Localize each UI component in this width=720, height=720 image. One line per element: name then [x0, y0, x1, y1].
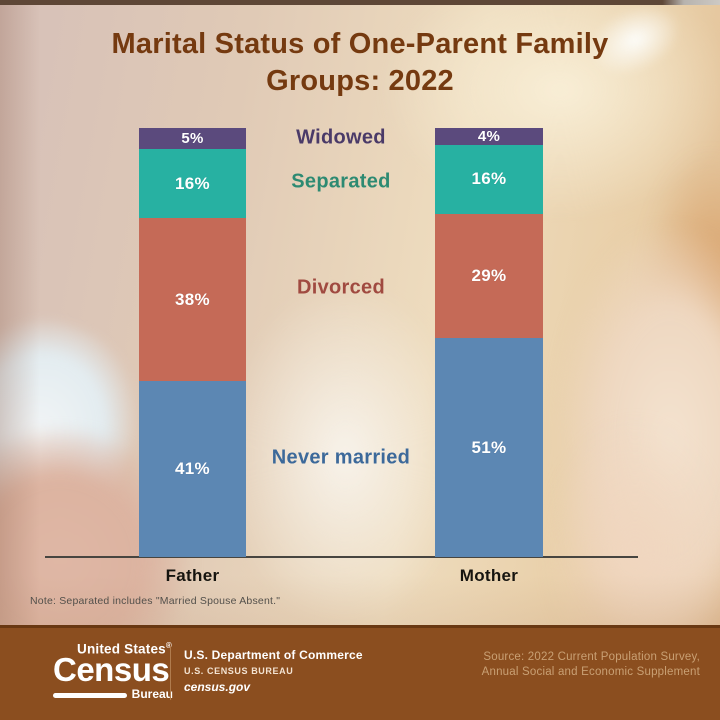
- dept-commerce-label: U.S. Department of Commerce: [184, 648, 363, 662]
- census-bureau-label: U.S. CENSUS BUREAU: [184, 666, 294, 676]
- logo-bureau-row: Bureau: [53, 687, 173, 701]
- series-label-widowed: Widowed: [296, 126, 386, 149]
- segment-divorced-father: 38%: [139, 218, 246, 382]
- department-block: U.S. Department of Commerce U.S. CENSUS …: [184, 648, 363, 694]
- logo-bureau: Bureau: [131, 686, 173, 701]
- series-label-divorced: Divorced: [297, 276, 385, 299]
- page-title-line2: Groups: 2022: [266, 65, 454, 97]
- segment-value-label: 16%: [471, 169, 507, 189]
- segment-value-label: 4%: [477, 128, 501, 146]
- page-title-line1: Marital Status of One-Parent Family: [111, 28, 609, 60]
- stacked-bar-mother: 4% 16% 29% 51%: [435, 128, 543, 557]
- footnote: Note: Separated includes "Married Spouse…: [30, 595, 281, 607]
- page-title: Marital Status of One-Parent Family Grou…: [0, 26, 720, 100]
- category-label-mother: Mother: [459, 566, 519, 585]
- registered-mark: ®: [165, 641, 172, 650]
- segment-never-married-father: 41%: [139, 381, 246, 557]
- census-bureau-logo: United States® Census Bureau: [53, 641, 173, 701]
- stacked-bar-father: 5% 16% 38% 41%: [139, 128, 246, 557]
- segment-value-label: 38%: [175, 289, 210, 309]
- segment-value-label: 41%: [175, 459, 210, 479]
- x-axis-line: [45, 556, 638, 558]
- census-gov-label: census.gov: [184, 680, 251, 694]
- logo-census: Census: [53, 650, 170, 688]
- category-label-father: Father: [165, 566, 220, 585]
- top-border-strip: [0, 0, 720, 5]
- segment-value-label: 51%: [471, 437, 507, 457]
- segment-value-label: 29%: [471, 265, 507, 285]
- series-label-never-married: Never married: [271, 446, 411, 469]
- segment-separated-mother: 16%: [435, 145, 543, 214]
- source-citation: Source: 2022 Current Population Survey, …: [482, 650, 700, 680]
- segment-value-label: 16%: [175, 173, 210, 193]
- segment-separated-father: 16%: [139, 149, 246, 219]
- segment-widowed-father: 5%: [139, 128, 246, 150]
- segment-value-label: 5%: [181, 130, 204, 148]
- logo-underline-bar: [53, 692, 127, 698]
- segment-widowed-mother: 4%: [435, 128, 543, 146]
- source-line2: Annual Social and Economic Supplement: [481, 666, 700, 678]
- segment-divorced-mother: 29%: [435, 213, 543, 339]
- series-label-separated: Separated: [291, 170, 391, 193]
- source-line1: Source: 2022 Current Population Survey,: [483, 651, 700, 663]
- segment-never-married-mother: 51%: [435, 338, 543, 557]
- footer-band: United States® Census Bureau U.S. Depart…: [0, 625, 720, 720]
- footer-divider: [170, 646, 171, 700]
- logo-united-states: United States®: [77, 641, 172, 657]
